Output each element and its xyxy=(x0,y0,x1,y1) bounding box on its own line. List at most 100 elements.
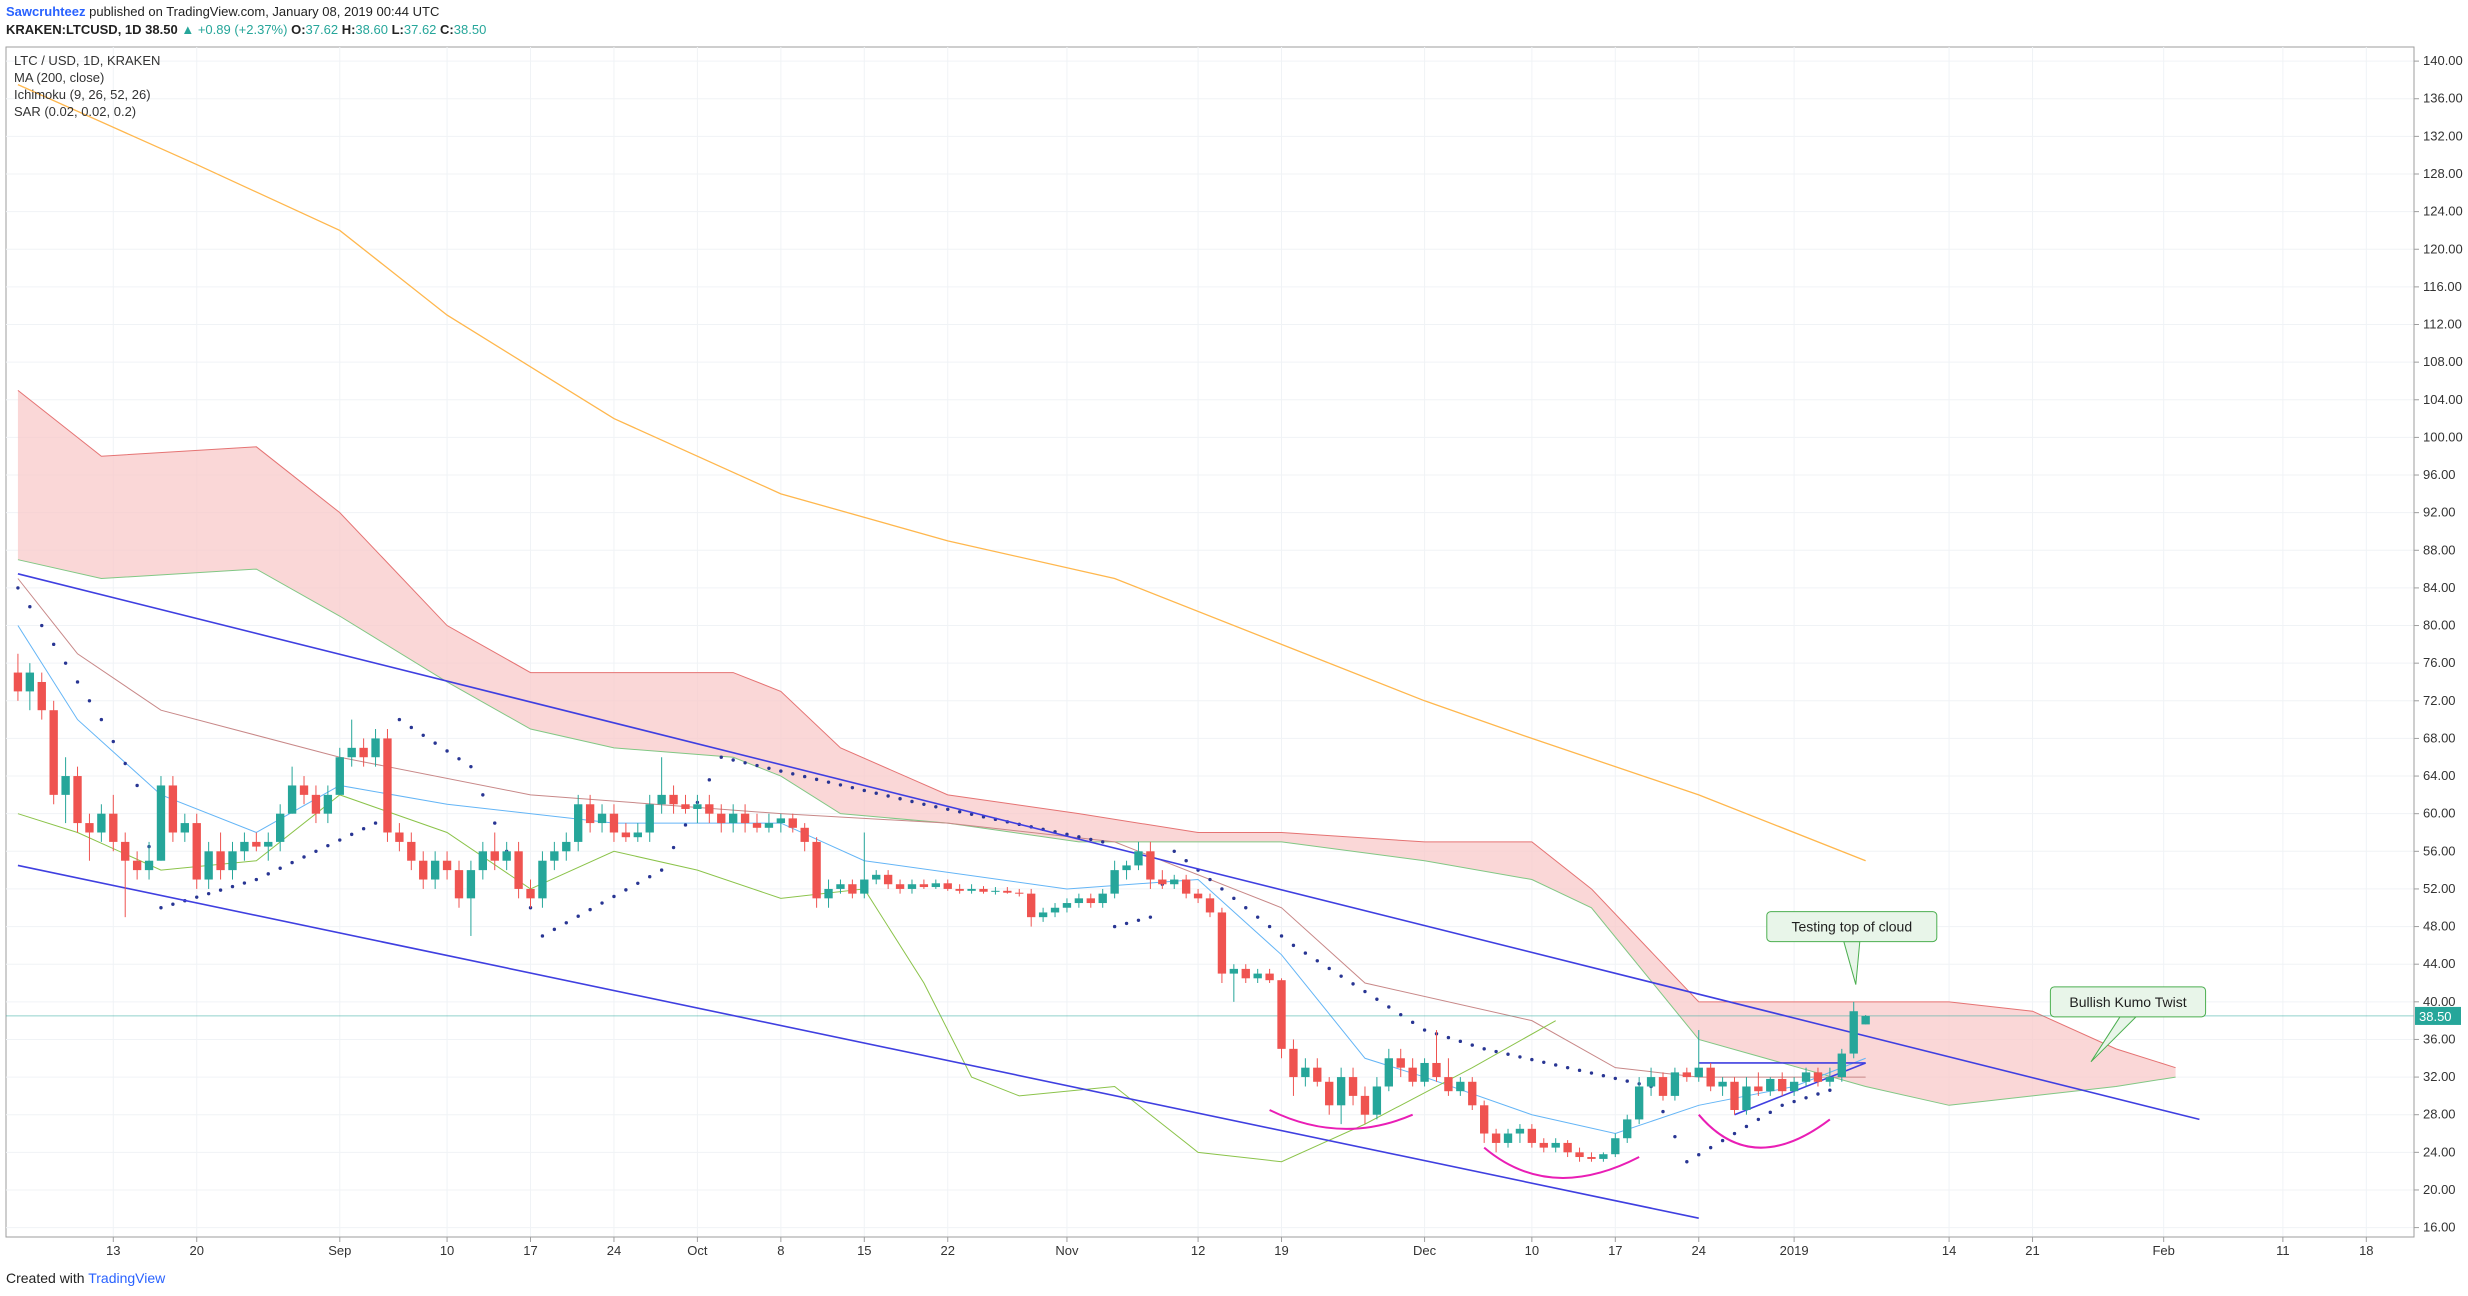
x-tick-label: 17 xyxy=(523,1243,537,1258)
x-tick-label: 8 xyxy=(777,1243,784,1258)
last-price-text: 38.50 xyxy=(145,22,178,37)
legend-sar[interactable]: SAR (0.02, 0.02, 0.2) xyxy=(14,104,136,119)
sar-dot xyxy=(1732,1131,1737,1136)
candle-body xyxy=(717,813,726,824)
legend: LTC / USD, 1D, KRAKEN MA (200, close) Ic… xyxy=(14,53,160,119)
sar-dot xyxy=(230,884,235,889)
sar-dot xyxy=(802,774,807,779)
senkou-span-a xyxy=(17,389,2176,1069)
candle-body xyxy=(1325,1081,1334,1106)
candle-body xyxy=(85,823,94,833)
sar-dot xyxy=(1697,1152,1701,1157)
candle-body xyxy=(955,888,964,891)
candle-body xyxy=(1348,1077,1358,1096)
candle-body xyxy=(311,794,321,814)
symbol-label: KRAKEN:LTCUSD, 1D xyxy=(6,22,142,37)
sar-dot xyxy=(1124,921,1129,926)
candle-body xyxy=(1480,1105,1489,1134)
y-tick-label: 96.00 xyxy=(2423,467,2456,482)
candle-body xyxy=(1015,892,1024,894)
x-tick-label: Feb xyxy=(2152,1243,2174,1258)
candle-body xyxy=(1277,980,1286,1049)
candle-body xyxy=(1432,1062,1441,1078)
candle-body xyxy=(1515,1128,1525,1134)
low-value: 37.62 xyxy=(403,22,437,37)
price-change: ▲ +0.89 (+2.37%) xyxy=(181,22,288,37)
candle-body xyxy=(836,884,845,889)
y-tick-label: 72.00 xyxy=(2423,693,2456,708)
legend-ichimoku[interactable]: Ichimoku (9, 26, 52, 26) xyxy=(14,87,151,102)
candle-body xyxy=(1313,1067,1322,1082)
sar-dot xyxy=(135,783,139,788)
sar-dot xyxy=(564,921,568,925)
sar-dot xyxy=(314,849,318,854)
sar-dot xyxy=(1542,1060,1546,1064)
candle-body xyxy=(1134,851,1143,866)
author-link[interactable]: Sawcruhteez xyxy=(6,4,86,19)
sar-dot xyxy=(87,699,92,703)
candle-body xyxy=(1837,1053,1846,1078)
sar-dot xyxy=(123,761,127,766)
candle-body xyxy=(168,785,178,833)
sar-dot xyxy=(743,761,747,765)
sar-dot xyxy=(51,642,56,647)
sar-dot xyxy=(1291,943,1296,948)
y-tick-label: 92.00 xyxy=(2423,505,2456,520)
sar-dot xyxy=(159,906,163,910)
candle-body xyxy=(1062,903,1072,908)
candle-body xyxy=(1587,1157,1596,1159)
candle-body xyxy=(430,860,440,880)
candle-body xyxy=(1241,968,1250,979)
candle-body xyxy=(705,804,714,814)
candle-body xyxy=(287,785,297,814)
sar-dot xyxy=(648,875,652,879)
high-label: H: xyxy=(341,22,356,37)
legend-ma[interactable]: MA (200, close) xyxy=(14,70,104,85)
candle-body xyxy=(1253,973,1262,979)
y-tick-label: 52.00 xyxy=(2423,881,2456,896)
candle-body xyxy=(1611,1138,1620,1155)
annotations: Testing top of cloud Bullish Kumo Twist xyxy=(1766,911,2207,1063)
candle-body xyxy=(466,870,476,899)
candle-body xyxy=(657,794,666,805)
sar-dot xyxy=(1136,918,1141,922)
sar-dot xyxy=(1387,1005,1391,1009)
candle-body xyxy=(609,813,619,833)
candle-body xyxy=(943,883,952,889)
x-tick-label: 13 xyxy=(106,1243,120,1258)
sar-dot xyxy=(1685,1160,1689,1164)
y-tick-label: 100.00 xyxy=(2423,429,2463,444)
ma200-line xyxy=(17,84,1866,862)
sar-dot xyxy=(946,807,950,811)
y-tick-label: 28.00 xyxy=(2423,1107,2456,1122)
candle-body xyxy=(156,785,166,861)
candle-body xyxy=(967,888,976,891)
candle-body xyxy=(1146,851,1155,880)
candle-body xyxy=(1527,1128,1537,1143)
sar-dot xyxy=(1148,915,1153,919)
sar-dot xyxy=(1494,1049,1498,1054)
sar-dot xyxy=(1506,1052,1510,1056)
x-tick-label: 17 xyxy=(1608,1243,1622,1258)
close-value: 38.50 xyxy=(453,22,487,37)
y-tick-label: 104.00 xyxy=(2423,392,2463,407)
candle-body xyxy=(681,804,690,809)
sar-dot xyxy=(1565,1065,1570,1070)
sar-dot xyxy=(1577,1068,1582,1073)
candle-body xyxy=(49,710,58,795)
candle-body xyxy=(1861,1015,1870,1025)
sar-dot xyxy=(1554,1063,1558,1067)
y-tick-label: 64.00 xyxy=(2423,768,2456,783)
tradingview-logo-link[interactable]: TradingView xyxy=(88,1270,166,1286)
candle-body xyxy=(1575,1152,1584,1158)
sar-dot xyxy=(1482,1047,1486,1051)
sar-dot xyxy=(1172,849,1176,854)
sar-dot xyxy=(791,772,795,776)
sar-dot xyxy=(1756,1117,1761,1122)
sar-dot xyxy=(1768,1110,1772,1115)
sar-dot xyxy=(659,868,664,872)
candle-body xyxy=(633,832,642,838)
candle-body xyxy=(979,888,988,892)
y-tick-label: 56.00 xyxy=(2423,843,2456,858)
